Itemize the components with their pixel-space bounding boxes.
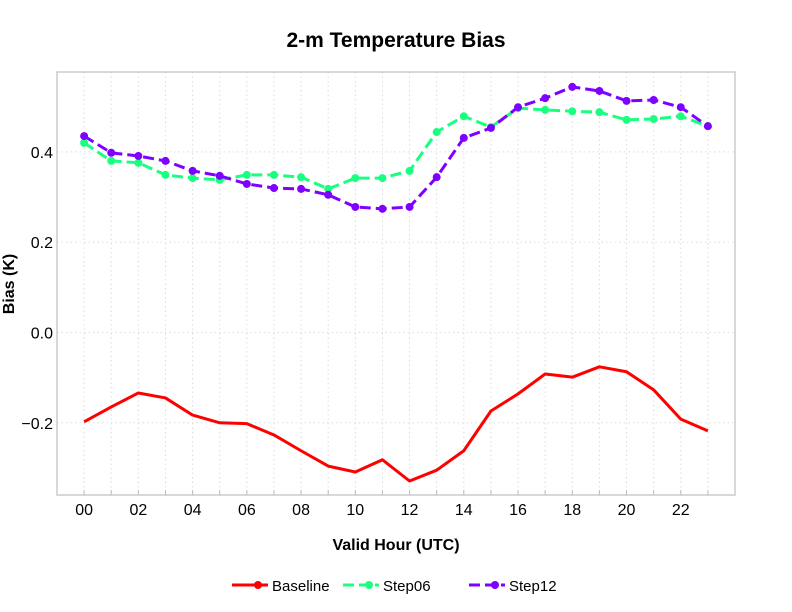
data-point-step06 (242, 170, 251, 179)
legend-label: Step12 (509, 578, 557, 595)
data-point-step12 (324, 190, 333, 199)
legend-marker (254, 581, 262, 589)
data-point-step12 (134, 151, 143, 160)
data-point-step06 (188, 174, 197, 183)
legend-marker (491, 581, 499, 589)
data-point-step12 (595, 86, 604, 95)
data-point-step06 (541, 105, 550, 114)
x-tick-label: 18 (563, 502, 581, 519)
legend-marker (365, 581, 373, 589)
y-tick-label: 0.2 (31, 235, 53, 252)
chart-title: 2-m Temperature Bias (286, 29, 505, 52)
x-axis-label: Valid Hour (UTC) (332, 537, 459, 554)
data-point-step12 (541, 94, 550, 103)
x-tick-label: 08 (292, 502, 310, 519)
data-point-step06 (459, 112, 468, 121)
legend-label: Step06 (383, 578, 431, 595)
data-point-step12 (188, 166, 197, 175)
x-tick-label: 00 (75, 502, 93, 519)
x-tick-label: 10 (346, 502, 364, 519)
legend: Baseline Step06 Step12 (232, 578, 557, 595)
data-point-step06 (324, 184, 333, 193)
legend-item-step12: Step12 (469, 578, 557, 595)
x-tick-label: 22 (672, 502, 690, 519)
data-point-step12 (622, 96, 631, 105)
data-point-step12 (568, 82, 577, 91)
x-tick-label: 20 (618, 502, 636, 519)
data-point-step06 (269, 170, 278, 179)
y-axis-label: Bias (K) (1, 254, 18, 314)
y-tick-label: 0.0 (31, 325, 53, 342)
plot-frame (56, 71, 736, 496)
x-tick-label: 14 (455, 502, 473, 519)
data-point-step12 (405, 202, 414, 211)
legend-item-baseline: Baseline (232, 578, 330, 595)
data-point-step12 (676, 103, 685, 112)
data-point-step06 (405, 166, 414, 175)
series-line-step06 (83, 106, 709, 191)
ticks: 00 02 04 06 08 10 12 14 16 18 20 22 −0.2 0.0 0.2 0.4 (21, 145, 709, 519)
data-point-step12 (459, 133, 468, 142)
x-tick-label: 02 (129, 502, 147, 519)
x-tick-label: 04 (184, 502, 202, 519)
x-tick-label: 16 (509, 502, 527, 519)
data-point-step12 (378, 204, 387, 213)
data-point-step12 (649, 95, 658, 104)
data-point-step12 (161, 156, 170, 165)
data-point-step06 (134, 158, 143, 167)
data-point-step12 (80, 132, 89, 141)
data-point-step06 (80, 138, 89, 147)
data-point-step12 (107, 148, 116, 157)
data-point-step06 (568, 107, 577, 116)
data-point-step06 (378, 174, 387, 183)
series-line-step12 (83, 85, 709, 211)
data-point-step12 (432, 173, 441, 182)
grid (57, 72, 735, 495)
data-point-step12 (703, 122, 712, 131)
data-point-step06 (161, 170, 170, 179)
y-tick-label: 0.4 (31, 145, 53, 162)
legend-item-step06: Step06 (343, 578, 431, 595)
data-point-step06 (676, 112, 685, 121)
data-point-step06 (622, 115, 631, 124)
data-point-step06 (297, 173, 306, 182)
data-point-step12 (351, 202, 360, 211)
data-point-step12 (242, 179, 251, 188)
series-line-baseline (83, 365, 709, 483)
legend-label: Baseline (272, 578, 330, 595)
data-point-step12 (215, 171, 224, 180)
data-point-step06 (649, 114, 658, 123)
data-point-step12 (486, 123, 495, 132)
x-tick-label: 12 (401, 502, 419, 519)
data-point-step06 (107, 156, 116, 165)
data-point-step12 (514, 103, 523, 112)
x-tick-label: 06 (238, 502, 256, 519)
data-point-step06 (595, 108, 604, 117)
data-point-step12 (269, 184, 278, 193)
data-point-step06 (432, 128, 441, 137)
y-tick-label: −0.2 (21, 416, 53, 433)
data-point-step06 (351, 174, 360, 183)
data-point-step12 (297, 184, 306, 193)
series-group (80, 82, 712, 483)
